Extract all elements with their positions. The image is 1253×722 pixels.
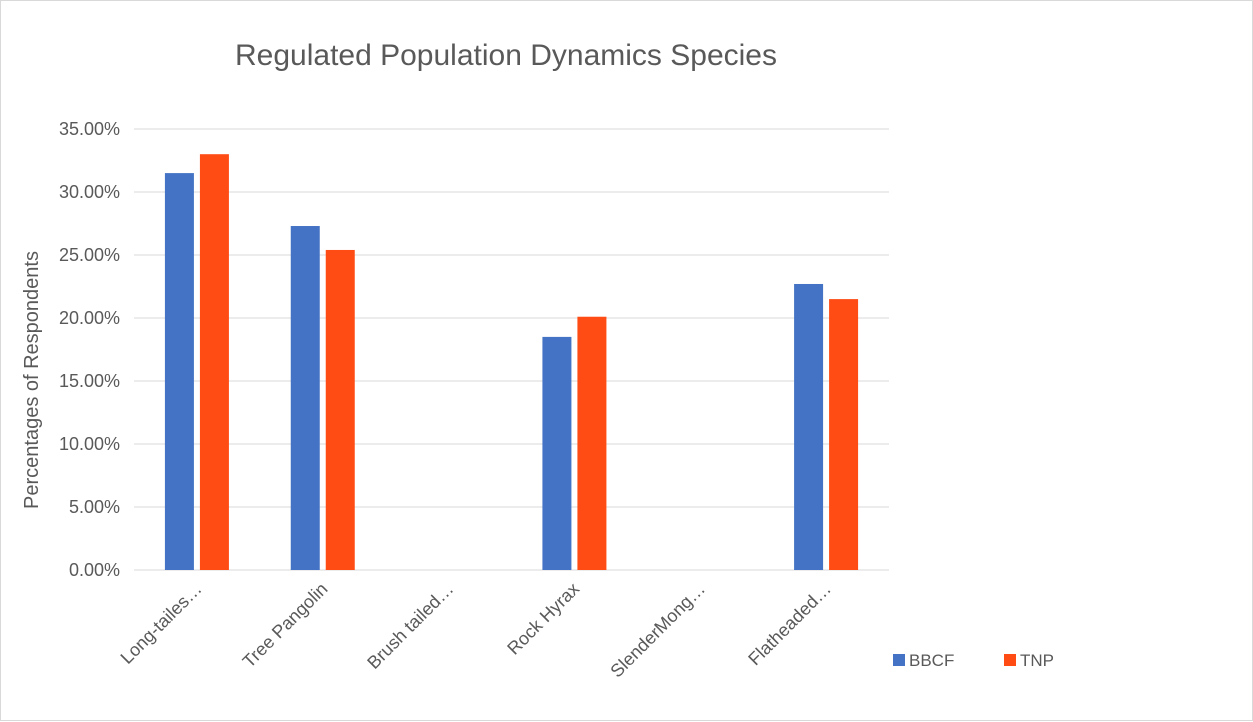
y-tick-label: 5.00% bbox=[69, 497, 120, 517]
bars bbox=[164, 154, 859, 570]
x-tick-label: Long-tailes… bbox=[117, 579, 206, 668]
bar-bbcf bbox=[290, 226, 320, 570]
y-tick-label: 0.00% bbox=[69, 560, 120, 580]
y-tick-label: 15.00% bbox=[59, 371, 120, 391]
x-tick-label: Flatheaded… bbox=[744, 579, 835, 670]
x-tick-label: Brush tailed… bbox=[363, 579, 457, 673]
y-tick-label: 30.00% bbox=[59, 182, 120, 202]
legend: BBCF TNP bbox=[893, 651, 1054, 670]
legend-swatch-tnp bbox=[1004, 654, 1016, 666]
bar-bbcf bbox=[794, 283, 824, 570]
bar-tnp bbox=[829, 299, 859, 570]
x-tick-label: SlenderMong… bbox=[606, 579, 709, 682]
bar-tnp bbox=[199, 154, 229, 570]
x-axis-ticks: Long-tailes… Tree Pangolin Brush tailed… Ro… bbox=[117, 579, 835, 682]
legend-swatch-bbcf bbox=[893, 654, 905, 666]
legend-label-tnp: TNP bbox=[1020, 651, 1054, 670]
bar-tnp bbox=[577, 316, 607, 570]
chart-title: Regulated Population Dynamics Species bbox=[235, 39, 777, 72]
y-tick-label: 25.00% bbox=[59, 245, 120, 265]
y-axis-ticks: 0.00% 5.00% 10.00% 15.00% 20.00% 25.00% 30.00%… bbox=[59, 119, 120, 580]
x-tick-label: Tree Pangolin bbox=[239, 579, 332, 672]
bar-tnp bbox=[325, 249, 355, 570]
y-tick-label: 20.00% bbox=[59, 308, 120, 328]
y-tick-label: 35.00% bbox=[59, 119, 120, 139]
bar-bbcf bbox=[164, 173, 194, 570]
gridlines bbox=[134, 128, 889, 571]
x-tick-label: Rock Hyrax bbox=[503, 579, 583, 659]
legend-label-bbcf: BBCF bbox=[909, 651, 954, 670]
y-axis-title: Percentages of Respondents bbox=[21, 251, 43, 509]
bar-bbcf bbox=[542, 336, 572, 570]
y-tick-label: 10.00% bbox=[59, 434, 120, 454]
